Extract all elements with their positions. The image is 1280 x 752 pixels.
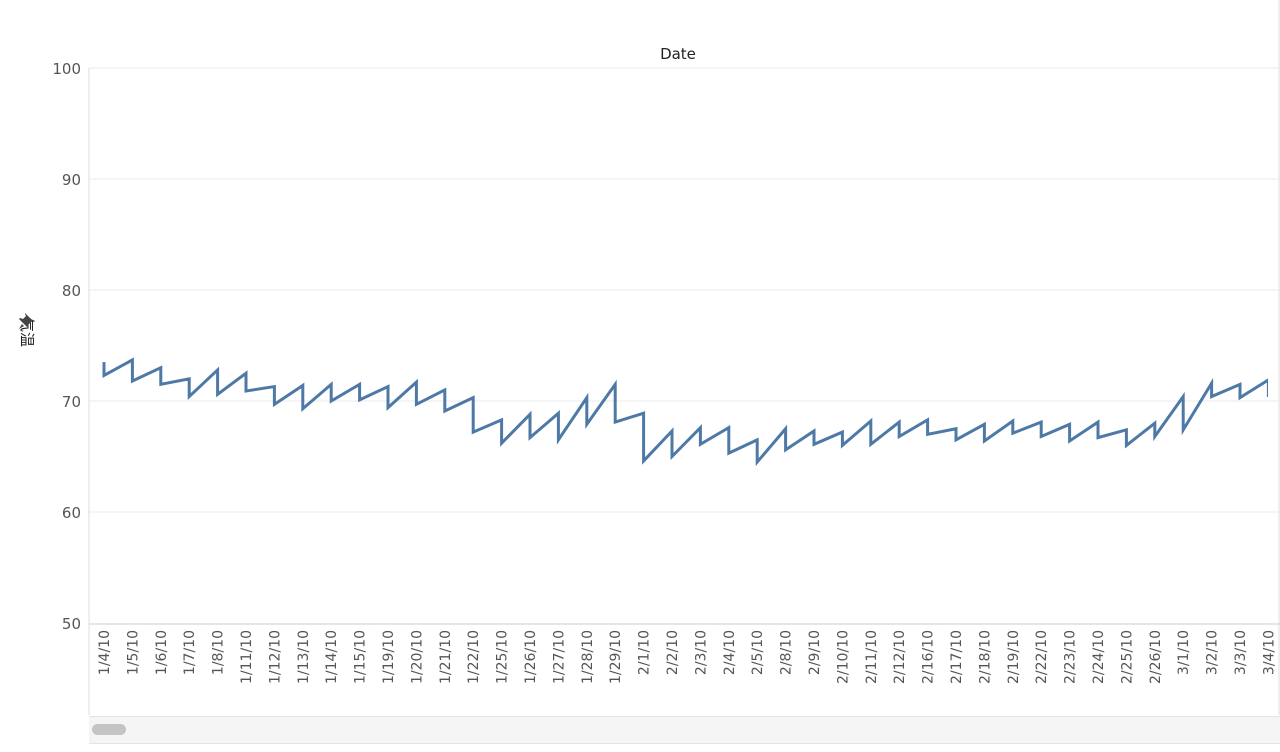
x-tick-label: 2/17/10 (949, 630, 965, 684)
x-tick-label: 2/4/10 (722, 630, 738, 675)
y-tick-label: 100 (52, 60, 81, 78)
x-tick-label: 2/5/10 (750, 630, 766, 675)
x-tick-label: 2/12/10 (892, 630, 908, 684)
x-tick-label: 1/25/10 (495, 630, 511, 684)
x-tick-label: 1/14/10 (324, 630, 340, 684)
x-tick-label: 3/1/10 (1176, 630, 1192, 675)
x-tick-label: 2/23/10 (1063, 630, 1079, 684)
y-tick-label: 70 (62, 393, 81, 411)
y-tick-label: 80 (62, 282, 81, 300)
x-tick-label: 1/27/10 (551, 630, 567, 684)
y-tick-label: 60 (62, 504, 81, 522)
x-tick-label: 2/25/10 (1119, 630, 1135, 684)
x-tick-label: 1/11/10 (239, 630, 255, 684)
x-tick-label: 2/10/10 (835, 630, 851, 684)
x-tick-label: 1/12/10 (267, 630, 283, 684)
x-tick-label: 1/19/10 (381, 630, 397, 684)
x-tick-label: 1/20/10 (409, 630, 425, 684)
chart-title: Date (660, 45, 696, 63)
series-line (102, 357, 1268, 467)
x-tick-label: 2/8/10 (779, 630, 795, 675)
x-tick-label: 1/15/10 (353, 630, 369, 684)
x-tick-label: 3/3/10 (1233, 630, 1249, 675)
x-tick-label: 2/9/10 (807, 630, 823, 675)
pin-icon[interactable] (19, 313, 33, 329)
x-tick-label: 1/22/10 (466, 630, 482, 684)
y-axis-label-group: 气温 (18, 317, 36, 347)
x-tick-label: 1/29/10 (608, 630, 624, 684)
x-tick-label: 2/2/10 (665, 630, 681, 675)
x-tick-label: 1/21/10 (438, 630, 454, 684)
x-tick-label: 1/28/10 (580, 630, 596, 684)
x-tick-label: 2/18/10 (977, 630, 993, 684)
horizontal-scrollbar[interactable] (89, 716, 1280, 744)
x-tick-label: 2/19/10 (1006, 630, 1022, 684)
x-tick-label: 1/5/10 (125, 630, 141, 675)
x-tick-label: 2/3/10 (693, 630, 709, 675)
x-tick-label: 2/1/10 (637, 630, 653, 675)
x-tick-label: 2/26/10 (1148, 630, 1164, 684)
y-tick-label: 50 (62, 615, 81, 633)
x-tick-label: 2/16/10 (921, 630, 937, 684)
y-axis-label: 气温 (18, 317, 36, 347)
x-tick-label: 1/26/10 (523, 630, 539, 684)
x-tick-label: 3/2/10 (1205, 630, 1221, 675)
x-tick-label: 1/8/10 (211, 630, 227, 675)
x-tick-label: 1/13/10 (296, 630, 312, 684)
x-tick-label: 2/24/10 (1091, 630, 1107, 684)
x-tick-label: 3/4/10 (1261, 630, 1277, 675)
x-tick-label: 2/22/10 (1034, 630, 1050, 684)
x-tick-label: 1/6/10 (154, 630, 170, 675)
x-tick-label: 2/11/10 (864, 630, 880, 684)
x-tick-label: 1/4/10 (97, 630, 113, 675)
x-tick-label: 1/7/10 (182, 630, 198, 675)
scrollbar-thumb[interactable] (92, 724, 126, 735)
y-tick-label: 90 (62, 171, 81, 189)
